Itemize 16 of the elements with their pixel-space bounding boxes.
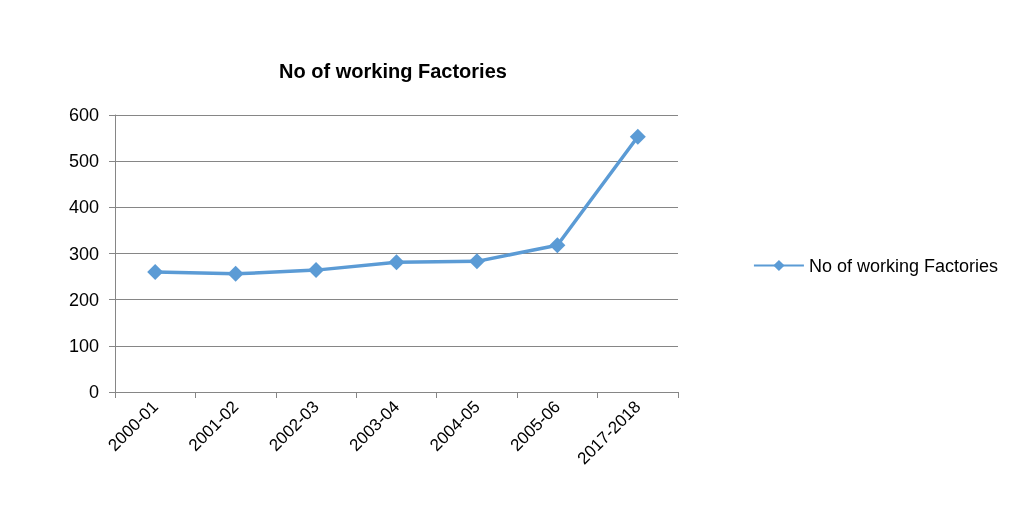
y-tick-label: 300 xyxy=(68,243,99,264)
point xyxy=(388,254,405,271)
y-tick-label: 0 xyxy=(88,382,99,402)
y-tick-label: 200 xyxy=(68,289,99,310)
point xyxy=(308,262,325,279)
point xyxy=(227,265,244,282)
y-tick-label: 500 xyxy=(68,151,99,172)
chart-title: No of working Factories xyxy=(279,60,507,82)
y-tick-label: 100 xyxy=(68,335,99,356)
point xyxy=(468,253,485,270)
point xyxy=(147,263,164,280)
y-tick-label: 400 xyxy=(68,197,99,218)
point xyxy=(549,237,566,254)
legend-label: No of working Factories xyxy=(808,255,999,276)
y-tick-label: 600 xyxy=(68,105,99,125)
point xyxy=(629,128,646,145)
